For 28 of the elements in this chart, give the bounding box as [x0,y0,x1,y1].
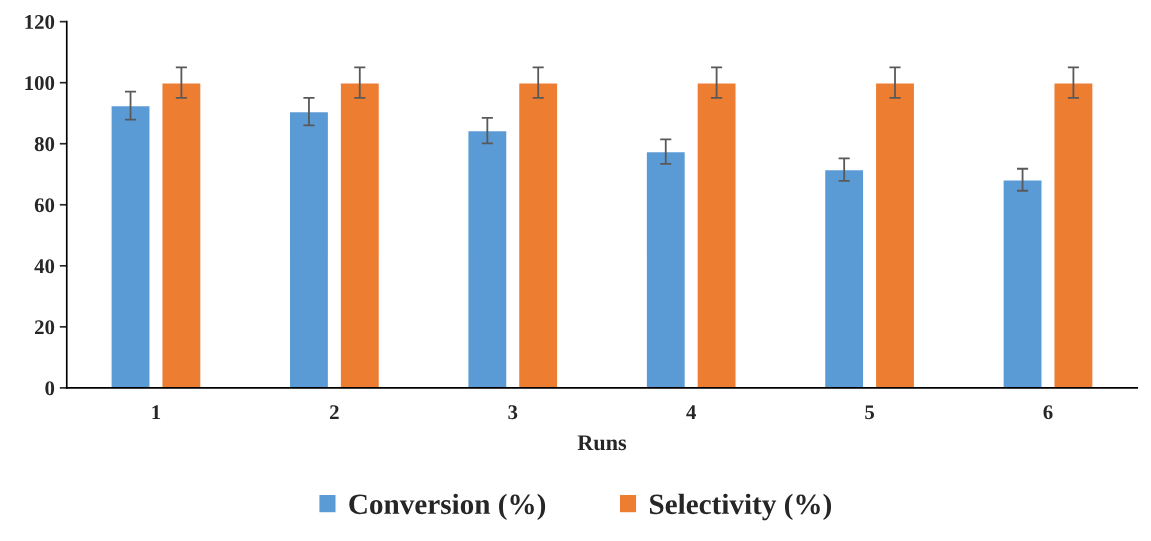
bar [517,81,559,388]
bar [1053,81,1094,388]
bar [288,110,330,388]
x-tick-label: 1 [152,405,161,420]
y-tick-label: 60 [34,198,55,213]
y-tick-label: 20 [34,320,55,335]
bar [339,81,381,388]
x-tick-label: 2 [330,405,339,420]
x-axis-title: Runs [577,435,627,451]
bar [1002,179,1043,388]
y-tick-label: 40 [34,259,55,274]
x-tick-label: 3 [508,405,518,420]
y-tick-label: 80 [34,137,55,152]
bar [874,81,916,388]
y-tick-label: 0 [45,381,55,396]
bar [696,81,737,388]
x-tick-label: 5 [865,405,875,420]
bar [161,81,202,388]
legend-label: Selectivity (%) [650,493,832,521]
legend-label: Conversion (%) [349,493,546,521]
bar [110,104,151,388]
bar [467,129,508,388]
bar [645,150,687,388]
y-tick-label: 100 [25,76,55,91]
x-tick-label: 6 [1043,405,1053,420]
bar [823,168,865,388]
x-tick-label: 4 [686,405,696,420]
y-tick-label: 120 [25,15,55,30]
